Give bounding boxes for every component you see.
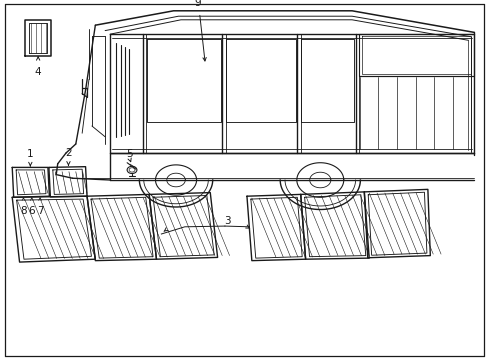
Text: 4: 4 <box>35 67 41 77</box>
Text: 2: 2 <box>65 148 72 158</box>
Text: 3: 3 <box>224 216 230 226</box>
Text: 5: 5 <box>126 149 133 159</box>
Text: 6: 6 <box>28 206 35 216</box>
Text: 1: 1 <box>27 149 34 159</box>
Text: 8: 8 <box>20 206 27 216</box>
Text: 9: 9 <box>194 0 201 8</box>
Text: 7: 7 <box>37 206 43 216</box>
